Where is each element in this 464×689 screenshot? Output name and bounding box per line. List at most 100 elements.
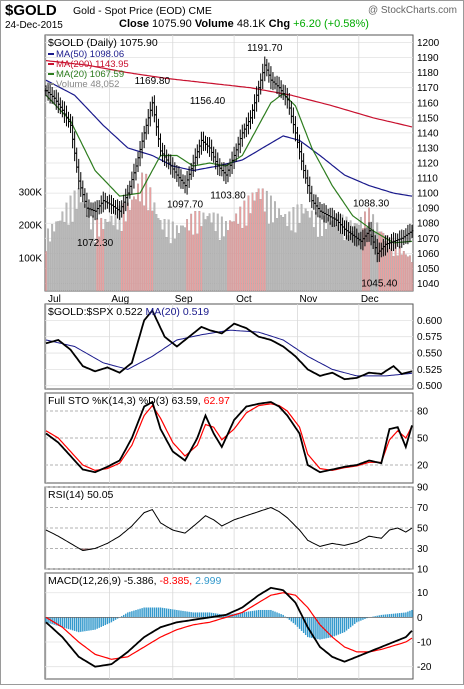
price-tick-label: 1190 xyxy=(417,53,439,64)
volume-bar xyxy=(55,222,57,291)
macd-histogram-bar xyxy=(109,617,110,623)
volume-bar xyxy=(407,257,409,291)
macd-histogram-bar xyxy=(305,617,306,635)
volume-bar xyxy=(327,217,329,291)
volume-bar xyxy=(299,223,301,291)
volume-value: 48.1K xyxy=(237,18,266,30)
macd-histogram-bar xyxy=(190,612,191,617)
volume-bar xyxy=(196,234,198,291)
volume-bar xyxy=(123,203,125,291)
macd-histogram-bar xyxy=(127,612,128,617)
price-tick-label: 1070 xyxy=(417,234,440,245)
macd-histogram-bar xyxy=(160,608,161,618)
price-tick-label: 1060 xyxy=(417,249,440,260)
macd-histogram-bar xyxy=(344,617,345,632)
macd-histogram-bar xyxy=(170,609,171,617)
price-tick-label: 1050 xyxy=(417,264,440,275)
volume-bar xyxy=(66,203,68,291)
volume-bar xyxy=(88,209,90,291)
macd-histogram-bar xyxy=(270,610,271,617)
volume-bar xyxy=(221,217,223,291)
legend-entry: 62.97 xyxy=(201,395,230,407)
macd-histogram-bar xyxy=(407,612,408,618)
volume-bar xyxy=(192,235,194,291)
macd-histogram-bar xyxy=(301,617,302,631)
macd-histogram-bar xyxy=(389,614,390,617)
macd-histogram-bar xyxy=(411,610,412,617)
date-label: 24-Dec-2015 xyxy=(5,20,63,31)
volume-bar xyxy=(72,222,74,291)
price-title: $GOLD (Daily) 1075.90 xyxy=(48,37,158,49)
volume-bar xyxy=(235,214,237,291)
macd-histogram-bar xyxy=(105,617,106,625)
volume-bar xyxy=(256,192,258,291)
macd-histogram-bar xyxy=(256,610,257,617)
macd-histogram-bar xyxy=(262,610,263,617)
macd-histogram-bar xyxy=(137,609,138,617)
macd-histogram-bar xyxy=(141,608,142,617)
macd-histogram-bar xyxy=(174,610,175,618)
indicator-tick-label: 0.600 xyxy=(417,316,442,327)
volume-bar xyxy=(149,187,151,291)
legend-entry: $GOLD:$SPX 0.522 xyxy=(48,306,143,318)
volume-bar xyxy=(227,230,229,291)
price-tick-label: 1150 xyxy=(417,113,439,124)
volume-bar xyxy=(321,236,323,291)
macd-histogram-bar xyxy=(260,610,261,617)
volume-bar xyxy=(190,214,192,291)
macd-histogram-bar xyxy=(297,617,298,626)
volume-bar xyxy=(254,201,256,291)
volume-bar xyxy=(264,212,266,291)
macd-histogram-bar xyxy=(393,614,394,618)
indicator-tick-label: 20 xyxy=(417,461,429,472)
price-tick-label: 1160 xyxy=(417,98,439,109)
macd-histogram-bar xyxy=(280,614,281,617)
volume-bar xyxy=(143,206,145,291)
macd-histogram-bar xyxy=(197,612,198,617)
macd-histogram-bar xyxy=(143,608,144,618)
volume-bar xyxy=(86,216,88,291)
volume-bar xyxy=(340,233,342,291)
volume-bar xyxy=(266,191,268,291)
macd-histogram-bar xyxy=(274,612,275,618)
volume-bar xyxy=(145,174,147,291)
macd-histogram-bar xyxy=(178,610,179,617)
macd-histogram-bar xyxy=(332,617,333,637)
price-annotation: 1103.80 xyxy=(210,190,246,201)
volume-bar xyxy=(194,211,196,291)
indicator-tick-label: 80 xyxy=(417,407,429,418)
macd-histogram-bar xyxy=(82,617,83,631)
panel-legend: MACD(12,26,9) -5.386, -8.385, 2.999 xyxy=(48,575,222,587)
volume-bar xyxy=(184,227,186,291)
macd-histogram-bar xyxy=(193,612,194,617)
macd-histogram-bar xyxy=(391,614,392,617)
volume-bar xyxy=(211,223,213,291)
volume-bar xyxy=(133,197,135,291)
macd-histogram-bar xyxy=(72,617,73,630)
volume-tick-label: 300K xyxy=(19,187,43,198)
volume-bar xyxy=(170,243,172,291)
volume-bar xyxy=(96,219,98,291)
macd-histogram-bar xyxy=(387,614,388,617)
volume-bar xyxy=(172,222,174,291)
macd-histogram-bar xyxy=(78,617,79,632)
macd-histogram-bar xyxy=(145,608,146,618)
chart-header: $GOLD Gold - Spot Price (EOD) CME @ Stoc… xyxy=(1,1,463,33)
macd-histogram-bar xyxy=(321,617,322,639)
macd-histogram-bar xyxy=(158,608,159,618)
volume-bar xyxy=(411,262,413,291)
volume-bar xyxy=(180,226,182,291)
macd-histogram-bar xyxy=(199,612,200,617)
macd-histogram-bar xyxy=(62,617,63,627)
volume-bar xyxy=(409,256,411,291)
volume-bar xyxy=(282,217,284,291)
x-tick-label: Nov xyxy=(299,294,317,305)
macd-histogram-bar xyxy=(172,609,173,617)
volume-bar xyxy=(244,201,246,291)
macd-histogram-bar xyxy=(385,614,386,617)
close-value: 1075.90 xyxy=(152,18,192,30)
price-annotation: 1045.40 xyxy=(361,278,398,289)
macd-histogram-bar xyxy=(129,612,130,618)
volume-bar xyxy=(399,246,401,291)
